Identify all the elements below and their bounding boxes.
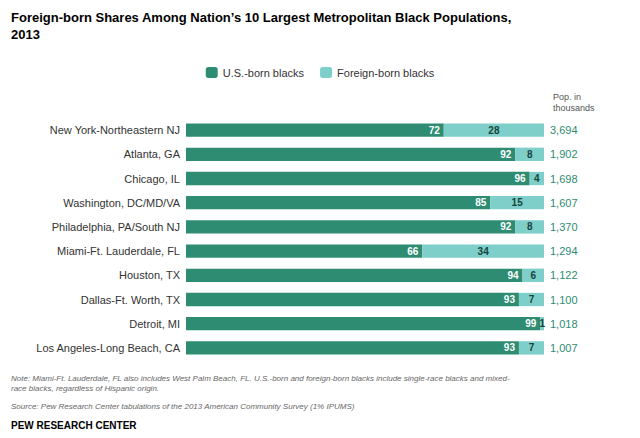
svg-text:34: 34 (478, 246, 490, 257)
svg-text:7: 7 (529, 342, 535, 353)
svg-text:6: 6 (530, 270, 536, 281)
svg-text:94: 94 (507, 270, 519, 281)
svg-text:Pop. in: Pop. in (553, 92, 581, 102)
svg-text:Philadelphia, PA/South NJ: Philadelphia, PA/South NJ (52, 221, 180, 233)
svg-text:1,122: 1,122 (550, 269, 578, 281)
svg-text:Atlanta, GA: Atlanta, GA (124, 148, 181, 160)
svg-text:8: 8 (527, 221, 533, 232)
svg-text:Chicago, IL: Chicago, IL (124, 173, 180, 185)
svg-text:4: 4 (534, 173, 540, 184)
svg-text:Foreign-born Shares Among Nati: Foreign-born Shares Among Nation’s 10 La… (11, 10, 511, 25)
svg-text:Foreign-born blacks: Foreign-born blacks (337, 67, 435, 79)
svg-text:race blacks, regardless of His: race blacks, regardless of Hispanic orig… (11, 384, 159, 393)
svg-text:Source: Pew Research Center ta: Source: Pew Research Center tabulations … (11, 402, 355, 411)
svg-text:93: 93 (504, 294, 516, 305)
svg-text:New York-Northeastern NJ: New York-Northeastern NJ (50, 124, 180, 136)
svg-text:15: 15 (512, 197, 524, 208)
svg-text:1,007: 1,007 (550, 342, 578, 354)
svg-text:U.S.-born blacks: U.S.-born blacks (223, 67, 305, 79)
svg-text:92: 92 (500, 149, 512, 160)
svg-text:7: 7 (529, 294, 535, 305)
svg-text:8: 8 (527, 149, 533, 160)
svg-text:Washington, DC/MD/VA: Washington, DC/MD/VA (63, 197, 180, 209)
svg-text:96: 96 (515, 173, 527, 184)
svg-text:thousands: thousands (553, 103, 595, 113)
svg-text:Houston, TX: Houston, TX (119, 269, 181, 281)
svg-text:1,698: 1,698 (550, 173, 578, 185)
svg-text:2013: 2013 (11, 27, 40, 42)
svg-text:99: 99 (525, 318, 537, 329)
svg-text:28: 28 (488, 125, 500, 136)
svg-text:93: 93 (504, 342, 516, 353)
svg-text:72: 72 (429, 125, 441, 136)
svg-text:PEW RESEARCH CENTER: PEW RESEARCH CENTER (11, 420, 137, 431)
svg-text:1,100: 1,100 (550, 294, 578, 306)
svg-text:Miami-Ft. Lauderdale, FL: Miami-Ft. Lauderdale, FL (57, 245, 180, 257)
svg-text:1: 1 (539, 318, 545, 329)
svg-text:1,902: 1,902 (550, 148, 578, 160)
svg-text:Dallas-Ft. Worth, TX: Dallas-Ft. Worth, TX (81, 294, 181, 306)
svg-text:66: 66 (407, 246, 419, 257)
svg-text:Note: Miami-Ft. Lauderdale, FL: Note: Miami-Ft. Lauderdale, FL also incl… (11, 374, 510, 383)
svg-text:1,607: 1,607 (550, 197, 578, 209)
svg-text:1,018: 1,018 (550, 318, 578, 330)
svg-text:3,694: 3,694 (550, 124, 578, 136)
svg-text:1,294: 1,294 (550, 245, 578, 257)
svg-text:85: 85 (475, 197, 487, 208)
svg-text:Los Angeles-Long Beach, CA: Los Angeles-Long Beach, CA (36, 342, 180, 354)
svg-text:Detroit, MI: Detroit, MI (129, 318, 180, 330)
svg-text:92: 92 (500, 221, 512, 232)
svg-text:1,370: 1,370 (550, 221, 578, 233)
